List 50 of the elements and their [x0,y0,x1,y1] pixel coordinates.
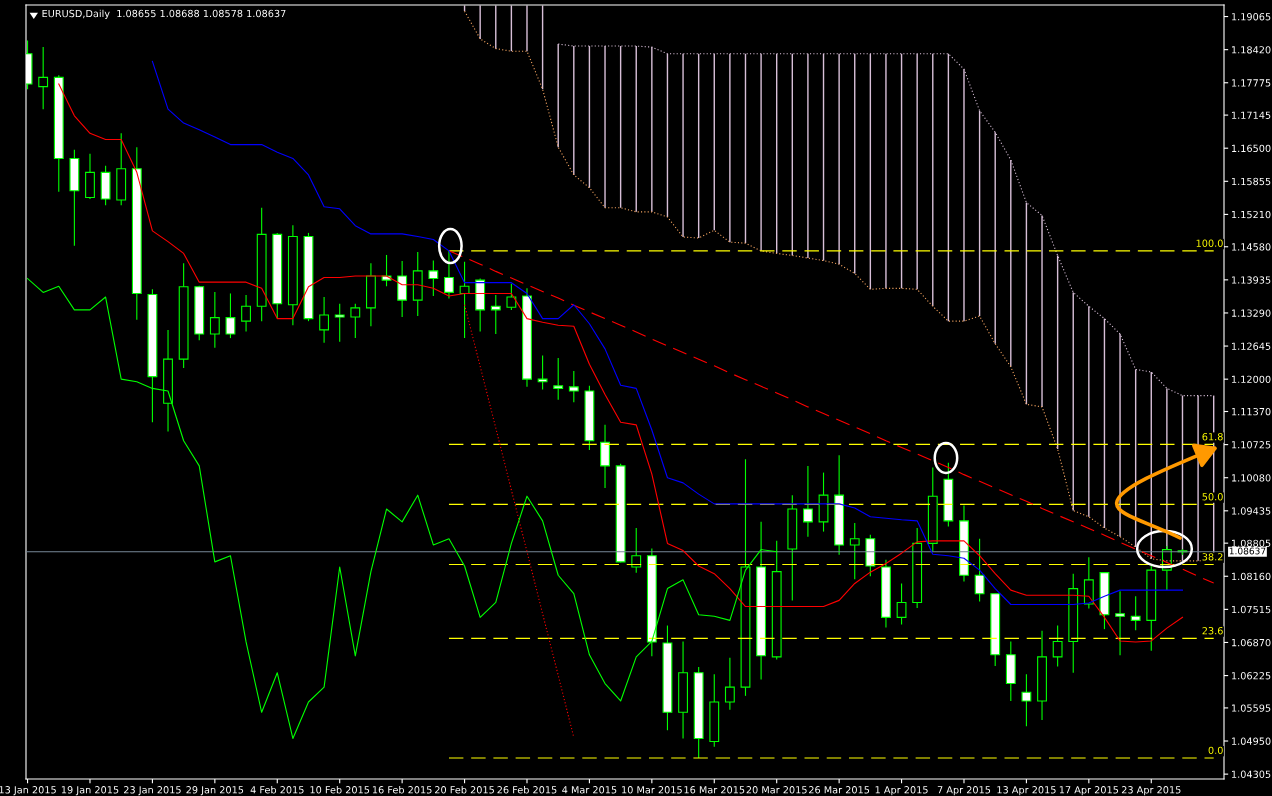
series-label: 100.0 [1196,239,1223,247]
y-tick-label: 1.19065 [1232,13,1271,21]
x-tick-label: 17 Apr 2015 [1059,786,1119,796]
chart-title: EURUSD,Daily 1.08655 1.08688 1.08578 1.08637 [42,9,286,20]
y-tick-label: 1.04950 [1232,737,1271,745]
x-tick-label: 19 Jan 2015 [61,786,119,796]
x-tick-label: 26 Feb 2015 [497,785,557,794]
x-tick-label: 29 Jan 2015 [186,786,244,796]
x-tick-label: 10 Mar 2015 [622,786,682,794]
x-tick-label: 1 Apr 2015 [875,786,928,796]
y-tick-label: 1.08805 [1232,539,1271,547]
x-tick-label: 4 Feb 2015 [250,785,304,794]
y-tick-label: 1.07515 [1232,605,1271,614]
x-tick-label: 23 Apr 2015 [1121,786,1181,796]
y-tick-label: 1.13290 [1232,309,1271,317]
y-tick-label: 1.06225 [1232,672,1271,680]
y-tick-label: 1.12000 [1232,375,1271,383]
x-tick-label: 4 Mar 2015 [562,786,617,794]
x-tick-label: 13 Jan 2015 [0,786,56,796]
y-tick-label: 1.12645 [1232,342,1271,350]
x-tick-label: 7 Apr 2015 [937,786,991,796]
y-tick-label: 1.17775 [1232,79,1271,87]
x-tick-label: 23 Jan 2015 [123,786,181,796]
series-label: 50.0 [1202,493,1223,501]
y-tick-label: 1.18420 [1232,46,1271,54]
x-tick-label: 20 Feb 2015 [435,785,494,794]
y-tick-label: 1.13935 [1232,276,1271,284]
y-tick-label: 1.10080 [1232,474,1271,482]
series-label: 61.8 [1202,433,1223,441]
x-tick-label: 16 Mar 2015 [684,786,745,794]
y-tick-label: 1.16500 [1232,144,1271,153]
x-tick-label: 16 Feb 2015 [372,785,432,794]
series-label: 23.6 [1202,627,1223,635]
y-tick-label: 1.15210 [1232,210,1271,219]
x-tick-label: 26 Mar 2015 [809,786,870,794]
y-tick-label: 1.14580 [1232,243,1271,251]
y-tick-label: 1.11370 [1232,407,1271,416]
x-tick-label: 13 Apr 2015 [997,786,1056,796]
x-tick-label: 10 Feb 2015 [310,785,370,794]
x-tick-label: 20 Mar 2015 [746,786,807,794]
y-tick-label: 1.04305 [1232,770,1271,778]
y-tick-label: 1.09435 [1232,507,1271,515]
y-tick-label: 1.15855 [1232,177,1271,186]
y-tick-label: 1.17145 [1232,111,1271,119]
ref-line-label: 1.08637 [1229,547,1266,555]
y-tick-label: 1.10725 [1232,441,1271,449]
series-label: 0.0 [1208,746,1223,754]
y-tick-label: 1.08160 [1232,572,1271,581]
y-tick-label: 1.05595 [1232,704,1271,712]
y-tick-label: 1.06870 [1232,638,1271,647]
